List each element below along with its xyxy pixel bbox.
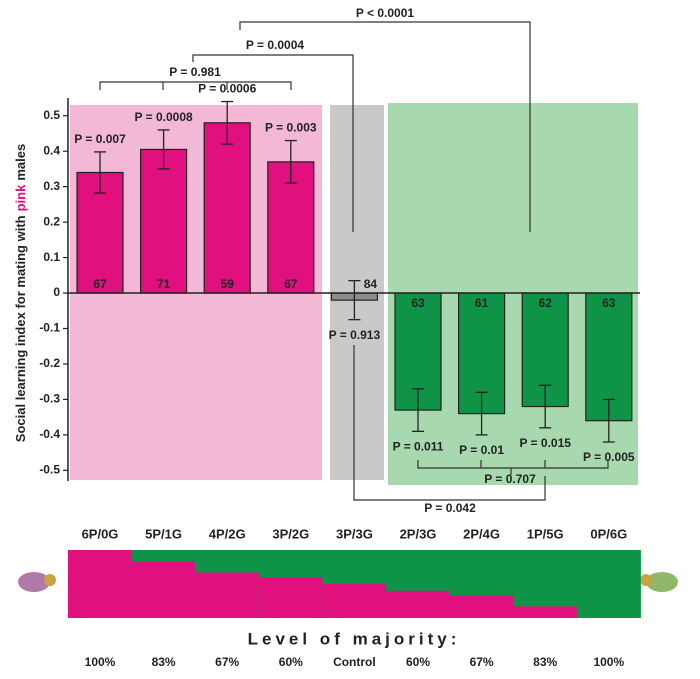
majority-pink	[68, 550, 133, 618]
sample-size: 61	[475, 296, 489, 310]
bar	[140, 148, 188, 294]
majority-pink	[513, 606, 578, 618]
sample-size: 67	[284, 277, 298, 291]
y-tick-label: -0.5	[39, 463, 60, 477]
bar	[203, 122, 251, 294]
comparison-label: P < 0.0001	[356, 6, 414, 20]
majority-pink	[195, 572, 260, 618]
p-label: P = 0.0006	[198, 82, 256, 96]
p-label: P = 0.011	[393, 440, 444, 454]
y-tick-label: -0.2	[39, 356, 60, 370]
bar	[267, 161, 315, 294]
y-label-part: Social learning index for mating with	[13, 215, 28, 442]
y-tick-label: -0.4	[39, 427, 60, 441]
x-tick-label: 3P/3G	[336, 526, 373, 541]
majority-level: 100%	[85, 655, 116, 669]
majority-level: 60%	[279, 655, 303, 669]
x-tick-label: 3P/2G	[272, 526, 309, 541]
majority-pink	[258, 577, 323, 618]
p-label: P = 0.007	[74, 132, 126, 146]
y-tick-label: -0.1	[39, 321, 60, 335]
majority-pink	[449, 595, 514, 618]
comparison-label: P = 0.707	[484, 472, 536, 486]
y-axis-label: Social learning index for mating with pin…	[13, 144, 28, 442]
p-label: P = 0.01	[459, 443, 504, 457]
x-tick-label: 1P/5G	[527, 526, 564, 541]
y-tick-label: 0.3	[43, 179, 60, 193]
y-tick-label: 0	[53, 285, 60, 299]
majority-title: Level of majority:	[248, 629, 461, 648]
sample-size: 71	[157, 277, 171, 291]
majority-pink	[322, 584, 387, 618]
y-tick-label: 0.1	[43, 250, 60, 264]
majority-level: Control	[333, 655, 376, 669]
y-tick-label: 0.2	[43, 214, 60, 228]
y-label-part: males	[13, 144, 28, 181]
fly-right	[640, 572, 678, 592]
majority-pink	[386, 590, 451, 618]
p-label: P = 0.913	[329, 328, 381, 342]
majority-green	[576, 550, 641, 618]
y-label-part: pink	[13, 184, 28, 211]
y-tick-label: 0.4	[43, 143, 60, 157]
y-tick-label: -0.3	[39, 392, 60, 406]
x-tick-label: 2P/4G	[463, 526, 500, 541]
comparison-label: P = 0.042	[424, 501, 476, 515]
majority-level: 67%	[470, 655, 494, 669]
majority-level: 60%	[406, 655, 430, 669]
x-tick-label: 6P/0G	[82, 526, 119, 541]
p-label: P = 0.003	[265, 121, 317, 135]
sample-size: 63	[411, 296, 425, 310]
comparison-label: P = 0.0004	[246, 38, 304, 52]
x-tick-label: 5P/1G	[145, 526, 182, 541]
brackets	[99, 21, 609, 501]
sample-size: 59	[221, 277, 235, 291]
fly-left	[18, 572, 56, 592]
x-tick-label: 2P/3G	[400, 526, 437, 541]
majority-level: 83%	[533, 655, 557, 669]
sample-size: 67	[93, 277, 107, 291]
majority-level: 67%	[215, 655, 239, 669]
p-label: P = 0.0008	[135, 110, 193, 124]
sample-size: 62	[539, 296, 553, 310]
sample-size: 63	[602, 296, 616, 310]
x-tick-label: 4P/2G	[209, 526, 246, 541]
sample-size: 84	[364, 277, 378, 291]
majority-level: 83%	[152, 655, 176, 669]
p-label: P = 0.005	[583, 450, 635, 464]
y-tick-label: 0.5	[43, 108, 60, 122]
majority-pink	[131, 561, 196, 618]
p-label: P = 0.015	[519, 436, 571, 450]
majority-level: 100%	[593, 655, 624, 669]
x-tick-label: 0P/6G	[590, 526, 627, 541]
comparison-label: P = 0.981	[169, 65, 221, 79]
